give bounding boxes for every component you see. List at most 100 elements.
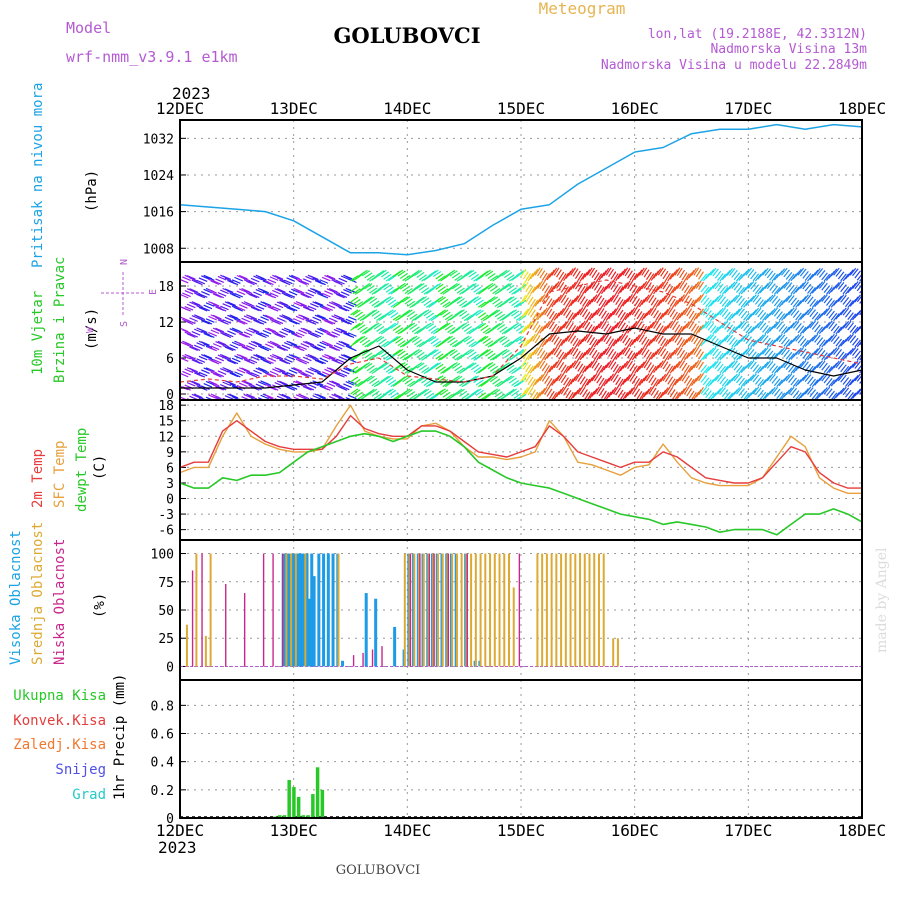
- high-cloud-bar: [374, 598, 378, 667]
- wind-barb: [485, 362, 494, 369]
- wind-barb: [395, 327, 404, 334]
- wind-barb: [548, 378, 555, 388]
- wind-barb: [520, 348, 527, 357]
- wind-barb: [849, 282, 857, 291]
- wind-barb: [265, 359, 274, 364]
- wind-barb: [288, 369, 298, 374]
- wind-barb: [262, 301, 272, 307]
- wind-barb: [560, 273, 567, 282]
- wind-barb: [437, 388, 446, 395]
- wind-barb: [295, 289, 305, 294]
- wind-barb: [752, 322, 760, 331]
- wind-barb: [180, 341, 189, 346]
- wind-barb: [608, 310, 614, 320]
- wind-barb: [234, 292, 243, 298]
- mid-cloud-bar: [555, 553, 558, 667]
- wind-barb: [781, 326, 788, 334]
- wind-barb: [586, 298, 593, 307]
- wind-barb: [537, 374, 543, 383]
- wind-barb: [802, 339, 809, 348]
- wind-barb: [388, 379, 397, 386]
- wind-barb: [534, 360, 541, 370]
- wind-barb: [702, 387, 710, 396]
- precip-legend-conv: Konvek.Kisa: [13, 713, 106, 729]
- wind-barb: [489, 275, 498, 282]
- wind-barb: [212, 280, 222, 285]
- wind-barb: [193, 393, 203, 399]
- wind-barb: [532, 363, 539, 372]
- wind-barb: [298, 280, 307, 286]
- wind-barb: [352, 288, 361, 295]
- wind-barb: [681, 386, 688, 395]
- wind-barb: [201, 369, 210, 374]
- wind-barb: [373, 313, 382, 320]
- wind-barb: [544, 320, 551, 330]
- wind-barb: [567, 362, 574, 371]
- station-title: GOLUBOVCI: [333, 23, 480, 48]
- wind-barb: [459, 300, 468, 307]
- wind-barb: [395, 362, 404, 369]
- wind-barb: [681, 323, 688, 332]
- wind-barb: [807, 365, 814, 374]
- wind-barb: [385, 286, 394, 293]
- wind-barb: [537, 390, 543, 399]
- low-cloud-bar: [433, 553, 435, 667]
- wind-barb: [558, 324, 565, 333]
- wind-barb: [487, 375, 496, 382]
- wind-barb: [672, 269, 678, 278]
- wind-barb: [428, 349, 437, 356]
- wind-barb: [286, 386, 296, 391]
- wind-barb: [548, 269, 555, 278]
- wind-barb: [193, 302, 203, 308]
- wind-barb: [404, 287, 413, 295]
- wind-barb: [792, 299, 800, 308]
- wind-barb: [828, 310, 835, 319]
- wind-barb: [681, 362, 688, 371]
- wind-barb: [828, 379, 835, 388]
- wind-barb: [317, 303, 326, 308]
- wind-barb: [210, 280, 220, 286]
- wind-barb: [840, 307, 847, 316]
- wind-barb: [807, 296, 814, 305]
- precip-bar: [296, 796, 301, 818]
- wind-barb: [482, 269, 491, 276]
- wind-barb: [745, 360, 753, 369]
- wind-barb: [563, 377, 569, 386]
- wind-barb: [527, 296, 534, 305]
- wind-barb: [636, 269, 643, 278]
- wind-barb: [390, 312, 399, 319]
- wind-barb: [736, 322, 743, 330]
- wind-barb: [612, 364, 619, 373]
- wind-barb: [667, 365, 674, 374]
- wind-barb: [662, 308, 669, 318]
- wind-barb: [257, 302, 267, 308]
- wind-barb: [724, 391, 731, 400]
- wind-barb: [750, 361, 757, 370]
- wind-barb: [378, 338, 387, 345]
- wind-barb: [189, 333, 198, 338]
- wind-barb: [795, 392, 802, 400]
- wind-barb: [676, 267, 683, 277]
- wind-barb: [771, 295, 779, 304]
- mid-cloud-bar: [294, 553, 297, 667]
- wind-barb: [423, 390, 432, 397]
- pressure-ylabel: Pritisak na nivou mora: [30, 83, 46, 268]
- high-cloud-bar: [312, 576, 316, 667]
- wind-barb: [754, 365, 762, 374]
- wind-barb: [435, 363, 444, 370]
- wind-barb: [279, 290, 288, 295]
- wind-barb: [731, 360, 738, 369]
- wind-barb: [414, 393, 423, 400]
- wind-barb: [257, 333, 267, 339]
- wind-barb: [451, 272, 461, 279]
- wind-barb: [205, 356, 215, 361]
- wind-barb: [830, 392, 838, 400]
- wind-barb: [459, 322, 468, 329]
- wind-barb: [721, 334, 729, 343]
- y-tick-label: 15: [158, 415, 174, 430]
- wind-unit: (m/s): [84, 308, 100, 350]
- wind-barb: [343, 343, 352, 348]
- wind-barb: [508, 367, 517, 374]
- wind-barb: [700, 374, 708, 383]
- wind-barb: [359, 326, 368, 333]
